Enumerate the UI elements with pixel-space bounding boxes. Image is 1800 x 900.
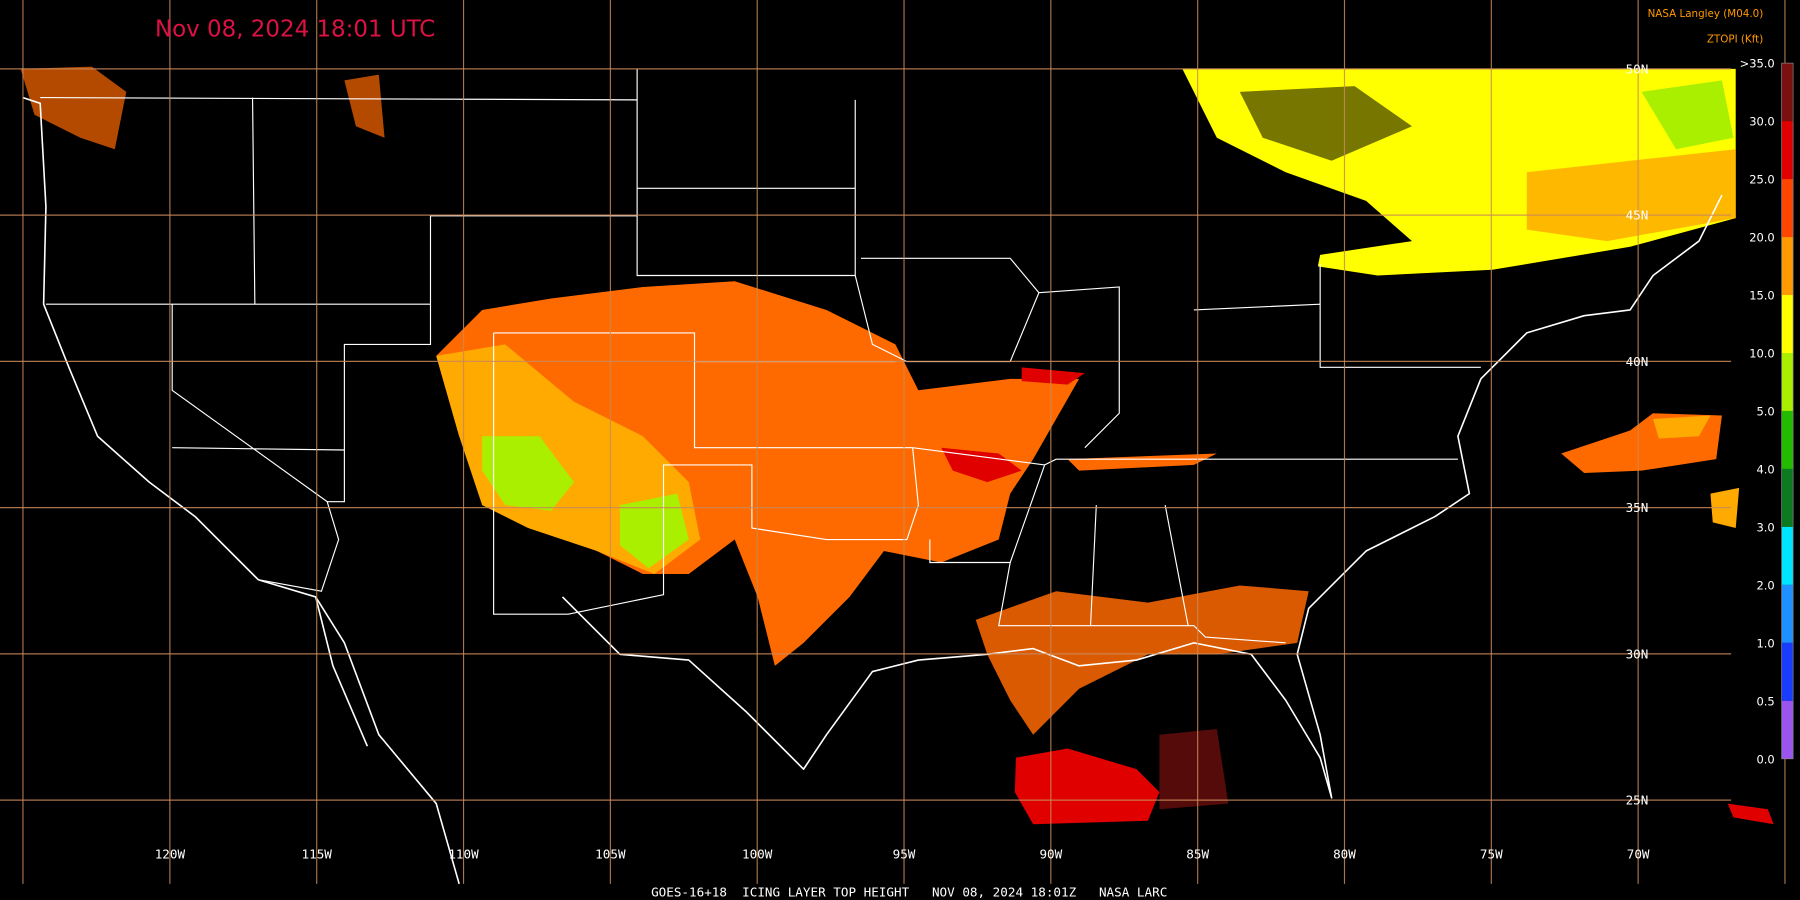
cloud-area (975, 585, 1309, 735)
latitude-label: 30N (1626, 646, 1649, 661)
footer-caption: GOES-16+18 ICING LAYER TOP HEIGHT NOV 08… (651, 885, 1167, 900)
longitude-label: 115W (302, 847, 333, 862)
latitude-label: 50N (1626, 61, 1649, 76)
legend-label: 15.0 (1749, 289, 1775, 303)
latitude-label: 35N (1626, 500, 1649, 515)
legend-swatch (1781, 352, 1794, 411)
cloud-area (1641, 80, 1734, 150)
legend-label: 2.0 (1756, 578, 1774, 592)
longitude-label: 110W (448, 847, 479, 862)
latitude-label: 40N (1626, 354, 1649, 369)
cloud-area (482, 436, 574, 511)
legend-swatch (1781, 468, 1794, 527)
longitude-label: 105W (595, 847, 626, 862)
longitude-label: 120W (155, 847, 186, 862)
legend-label: 30.0 (1749, 115, 1775, 129)
longitude-label: 70W (1627, 847, 1650, 862)
legend-title: ZTOPI (Kft) (1707, 33, 1763, 45)
longitude-label: 100W (742, 847, 773, 862)
cloud-area (1067, 453, 1217, 471)
latitude-label: 25N (1626, 793, 1649, 808)
cloud-area (941, 447, 1022, 483)
cloud-area (1653, 415, 1711, 439)
longitude-label: 80W (1333, 847, 1356, 862)
legend-swatch (1781, 700, 1794, 759)
cloud-gap (1239, 86, 1412, 161)
cloud-area (344, 74, 385, 138)
legend-label: 5.0 (1756, 405, 1774, 419)
longitude-label: 75W (1480, 847, 1503, 862)
latitude-label: 45N (1626, 208, 1649, 223)
legend-swatch (1781, 642, 1794, 701)
cloud-area (1727, 803, 1774, 825)
coastline (22, 96, 1723, 885)
legend-label: 25.0 (1749, 173, 1775, 187)
legend-swatch (1781, 237, 1794, 296)
longitude-label: 85W (1186, 847, 1209, 862)
legend-label: 1.0 (1756, 636, 1774, 650)
legend-swatch (1781, 121, 1794, 180)
legend-label: 10.0 (1749, 347, 1775, 361)
longitude-label: 90W (1039, 847, 1062, 862)
legend-label: 20.0 (1749, 231, 1775, 245)
legend-swatch (1781, 526, 1794, 585)
legend-swatch (1781, 410, 1794, 469)
longitude-label: 95W (893, 847, 916, 862)
labels: 120W 115W 110W 105W 100W 95W 90W 85W 80W 75W 70W 50… (155, 61, 1650, 861)
cloud-area (1159, 728, 1229, 810)
legend-swatch (1781, 179, 1794, 238)
legend-label: 4.0 (1756, 463, 1774, 477)
legend-label: 3.0 (1756, 521, 1774, 535)
legend-frame (1781, 62, 1794, 760)
legend: >35.0 30.0 25.0 20.0 15.0 10.0 5.0 4.0 3.0 2.0 1.0… (1740, 57, 1794, 766)
cloud-area (20, 66, 127, 150)
cloud-area (1526, 149, 1736, 242)
cloud-area (619, 493, 689, 569)
legend-label: 0.5 (1756, 694, 1774, 708)
legend-label: >35.0 (1740, 57, 1775, 71)
source-label: NASA Langley (M04.0) (1648, 8, 1764, 20)
legend-swatch (1781, 295, 1794, 353)
legend-label: 0.0 (1756, 752, 1774, 766)
legend-swatch (1781, 584, 1794, 643)
legend-swatch (1781, 63, 1794, 122)
timestamp-title: Nov 08, 2024 18:01 UTC (155, 17, 435, 43)
